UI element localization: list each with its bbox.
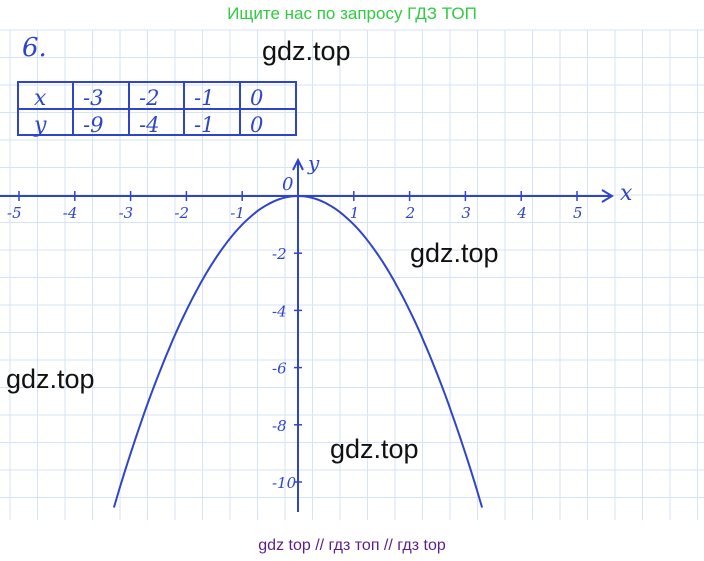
x-tick-label: 1: [350, 204, 360, 222]
x-tick-label: 3: [461, 204, 471, 222]
watermark: gdz.top: [410, 238, 499, 268]
x-tick-label: 5: [573, 204, 583, 222]
x-axis-arrow-icon: [601, 189, 614, 203]
table-cell-x: -1: [194, 86, 214, 110]
x-tick-label: -4: [63, 204, 78, 222]
table-cell-y: -9: [83, 113, 103, 137]
problem-number: 6.: [22, 33, 47, 63]
watermark: gdz.top: [262, 36, 351, 66]
table-header-x: x: [34, 86, 47, 111]
x-tick-label: -5: [7, 204, 22, 222]
x-tick-label: 2: [405, 204, 416, 222]
x-tick-label: 4: [516, 204, 527, 222]
watermark: gdz.top: [330, 434, 419, 464]
origin-label: 0: [282, 174, 293, 195]
y-tick-label: -6: [272, 360, 287, 378]
y-tick-label: -2: [272, 245, 287, 263]
table-cell-x: -3: [83, 86, 103, 110]
table-cell-x: 0: [250, 86, 263, 110]
search-banner: Ищите нас по запросу ГДЗ ТОП: [227, 4, 477, 23]
x-axis-label: x: [620, 181, 633, 206]
y-tick-label: -8: [272, 417, 287, 435]
y-axis-arrow-icon: [292, 157, 304, 171]
footer-links: gdz top // гдз топ // гдз top: [258, 537, 446, 554]
x-tick-label: -3: [119, 204, 134, 222]
y-axis-label: y: [307, 151, 320, 175]
y-tick-label: -4: [272, 302, 287, 320]
table-cell-y: -4: [139, 113, 159, 137]
parabola-curve: [112, 194, 484, 508]
y-tick-label: -10: [272, 474, 297, 492]
x-tick-label: -2: [174, 204, 189, 222]
x-tick-label: -1: [230, 204, 245, 222]
table-cell-x: -2: [139, 86, 159, 110]
table-header-y: y: [33, 113, 47, 138]
table-cell-y: -1: [194, 113, 214, 137]
table-cell-y: 0: [250, 113, 263, 137]
watermark: gdz.top: [6, 364, 95, 394]
